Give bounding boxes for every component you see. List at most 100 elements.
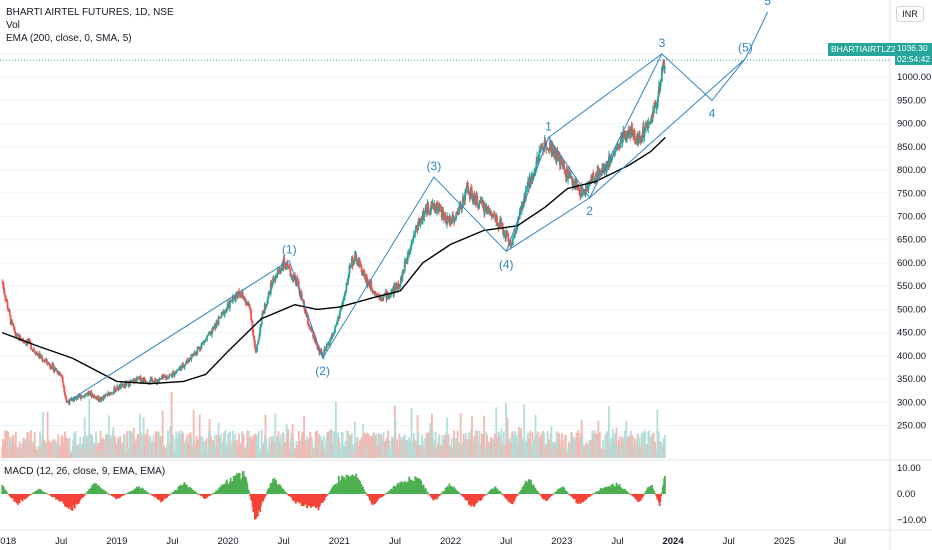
candle-body: [226, 303, 229, 309]
candle-body: [167, 376, 170, 379]
volume-bar: [247, 430, 250, 458]
candle-body: [478, 200, 481, 204]
candle-body: [185, 362, 187, 364]
candle-body: [266, 303, 268, 306]
candle-body: [235, 293, 238, 296]
candle-body: [428, 212, 431, 214]
volume-bar: [555, 431, 558, 458]
candle-body: [626, 131, 628, 140]
candle-body: [284, 264, 287, 268]
candle-body: [344, 292, 346, 297]
candle-body: [21, 338, 24, 341]
macd-bar: [107, 492, 110, 494]
volume-bar: [146, 429, 149, 458]
candle-body: [455, 212, 458, 219]
candle-body: [256, 344, 259, 351]
price-tick-label: 350.00: [897, 374, 926, 385]
ema-indicator-label[interactable]: EMA (200, close, 0, SMA, 5): [6, 33, 132, 44]
candle-body: [315, 339, 318, 345]
candle-body: [2, 285, 5, 291]
volume-bar: [242, 433, 245, 458]
candle-body: [20, 340, 23, 342]
candle-body: [65, 398, 68, 402]
currency-button[interactable]: INR: [896, 6, 924, 22]
time-tick-label: 2018: [0, 536, 16, 547]
candle-body: [440, 205, 442, 209]
candle-body: [56, 370, 59, 374]
candle-body: [231, 301, 234, 303]
candle-body: [48, 364, 51, 367]
candle-body: [363, 272, 366, 278]
candle-body: [249, 307, 252, 311]
candle-body: [559, 158, 562, 166]
candle-body: [644, 128, 647, 130]
macd-bar: [659, 494, 662, 502]
candle-body: [114, 389, 117, 392]
candle-body: [370, 281, 373, 289]
macd-bar: [439, 494, 442, 496]
candle-body: [226, 308, 228, 310]
candle-body: [374, 290, 377, 294]
macd-bar: [124, 494, 127, 495]
macd-bar: [538, 493, 541, 495]
candle-body: [316, 344, 318, 347]
volume-bars: [1, 391, 666, 458]
candle-body: [412, 238, 414, 242]
candle-body: [157, 380, 160, 382]
last-price-tag: 1036.30 02:54:42: [895, 43, 932, 65]
candle-body: [336, 320, 339, 325]
candle-body: [403, 261, 406, 272]
candle-body: [417, 221, 420, 231]
candle-body: [467, 185, 470, 194]
volume-indicator-label[interactable]: Vol: [6, 20, 20, 31]
candle-body: [534, 169, 537, 171]
volume-bar: [106, 434, 109, 458]
candle-body: [465, 188, 467, 192]
candle-body: [651, 117, 653, 119]
candle-body: [213, 326, 215, 330]
volume-bar: [46, 411, 49, 458]
macd-bar: [192, 490, 195, 494]
price-tick-label: 400.00: [897, 351, 926, 362]
candle-body: [444, 215, 447, 221]
candle-body: [207, 335, 209, 336]
volume-bar: [604, 434, 607, 458]
candle-body: [156, 380, 159, 384]
macd-bar: [551, 494, 554, 496]
candle-body: [225, 309, 228, 311]
symbol-title[interactable]: BHARTI AIRTEL FUTURES, 1D, NSE: [6, 7, 174, 18]
volume-bar: [272, 441, 275, 458]
candle-body: [49, 366, 52, 369]
volume-bar: [502, 431, 505, 458]
candle-body: [253, 336, 256, 342]
volume-bar: [172, 435, 175, 458]
macd-bar: [30, 493, 33, 495]
candle-body: [591, 173, 594, 183]
price-tick-label: 850.00: [897, 142, 926, 153]
macd-indicator-label[interactable]: MACD (12, 26, close, 9, EMA, EMA): [4, 466, 166, 477]
volume-bar: [573, 436, 576, 458]
volume-bar: [417, 431, 420, 458]
volume-bar: [119, 435, 122, 458]
candle-body: [556, 150, 559, 161]
candle-body: [401, 272, 404, 282]
time-tick-label: 2020: [217, 536, 238, 547]
candle-body: [577, 187, 580, 190]
elliott-wave-drawing[interactable]: (1) (2) (3) (4) 1 2 3 4 (5) 5: [66, 0, 772, 403]
volume-bar: [506, 417, 509, 458]
candle-body: [310, 327, 313, 332]
candle-body: [75, 397, 78, 400]
volume-bar: [192, 409, 195, 458]
candle-body: [390, 290, 393, 293]
candle-body: [102, 396, 105, 400]
candle-body: [482, 200, 485, 206]
volume-bar: [434, 432, 437, 458]
candle-body: [438, 204, 441, 213]
volume-bar: [615, 427, 618, 458]
macd-bar: [83, 494, 86, 496]
candle-body: [184, 363, 187, 366]
volume-bar: [287, 428, 290, 458]
candle-body: [93, 395, 96, 397]
candle-body: [592, 173, 594, 175]
volume-bar: [178, 430, 181, 458]
